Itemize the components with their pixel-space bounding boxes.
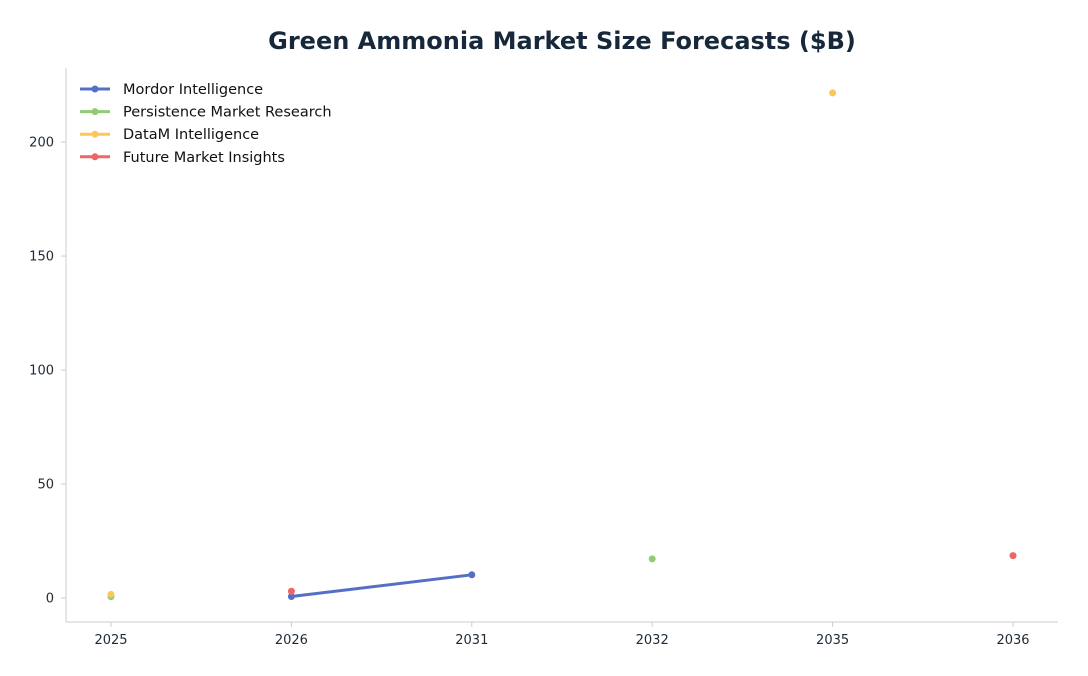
data-point (648, 555, 656, 563)
x-tick-label: 2035 (816, 633, 849, 648)
data-point (287, 587, 295, 595)
y-tick-label: 200 (29, 136, 54, 151)
series-2 (107, 89, 837, 598)
legend-label: Persistence Market Research (123, 105, 332, 121)
y-tick-label: 50 (37, 478, 54, 493)
y-tick-label: 150 (29, 250, 54, 265)
legend-marker (91, 85, 99, 93)
legend-entry: Mordor Intelligence (80, 82, 263, 98)
x-tick-label: 2032 (636, 633, 669, 648)
series-0 (287, 571, 476, 600)
legend-marker (91, 130, 99, 138)
y-tick-label: 0 (46, 592, 54, 607)
legend-label: DataM Intelligence (123, 127, 259, 143)
series-1 (107, 555, 656, 601)
legend-label: Mordor Intelligence (123, 82, 263, 98)
series-3 (287, 552, 1017, 595)
legend-label: Future Market Insights (123, 150, 285, 166)
x-tick-label: 2025 (94, 633, 127, 648)
data-point (1009, 552, 1017, 560)
axes: 0 50 100 150 200 2025 2026 2031 2032 2035 2036 (29, 68, 1058, 648)
x-tick-label: 2036 (996, 633, 1029, 648)
data-point (287, 592, 295, 600)
x-tick-label: 2031 (455, 633, 488, 648)
y-tick-label: 100 (29, 364, 54, 379)
series-line (291, 573, 472, 598)
legend-marker (91, 153, 99, 161)
legend-entry: Persistence Market Research (80, 105, 332, 121)
data-point (107, 590, 115, 598)
x-tick-label: 2026 (275, 633, 308, 648)
series-layer (107, 89, 1017, 601)
data-point (829, 89, 837, 97)
legend-marker (91, 108, 99, 116)
legend-entry: Future Market Insights (80, 150, 285, 166)
chart-title: Green Ammonia Market Size Forecasts ($B) (268, 27, 856, 55)
legend: Mordor Intelligence Persistence Market Re… (80, 82, 332, 166)
data-point (468, 571, 476, 579)
legend-entry: DataM Intelligence (80, 127, 259, 143)
